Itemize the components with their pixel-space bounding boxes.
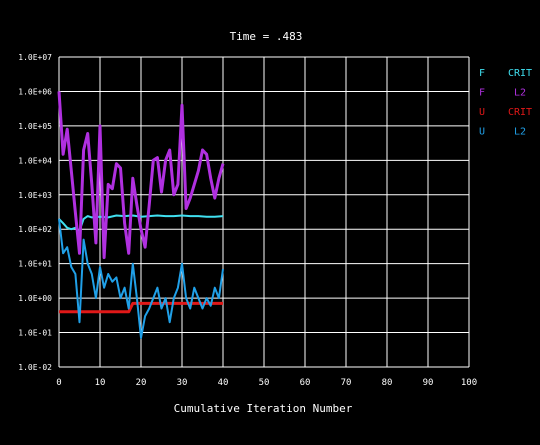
y-tick-label: 1.0E+07 — [18, 53, 52, 62]
y-tick-label: 1.0E+02 — [18, 225, 52, 234]
y-tick-label: 1.0E-02 — [18, 363, 52, 372]
series-line-u-crit — [59, 301, 223, 314]
y-tick-label: 1.0E+01 — [18, 260, 52, 269]
y-tick-label: 1.0E+03 — [18, 191, 52, 200]
x-tick-labels: 0 10 20 30 40 50 60 70 80 90 100 — [56, 378, 477, 388]
legend-variable: F — [479, 88, 485, 99]
y-tick-label: 1.0E+00 — [18, 294, 52, 303]
x-axis-label: Cumulative Iteration Number — [174, 402, 353, 415]
x-tick-label: 0 — [56, 378, 61, 388]
x-tick-label: 40 — [218, 378, 229, 388]
x-tick-label: 30 — [177, 378, 188, 388]
legend-variable: F — [479, 68, 485, 79]
x-tick-label: 100 — [461, 378, 477, 388]
chart-title: Time = .483 — [230, 30, 303, 43]
y-tick-labels: 1.0E-02 1.0E-01 1.0E+00 1.0E+01 1.0E+02 1.0E+… — [18, 53, 52, 372]
grid-lines — [58, 56, 470, 368]
y-tick-label: 1.0E+04 — [18, 156, 52, 165]
x-tick-label: 70 — [341, 378, 352, 388]
x-tick-label: 60 — [300, 378, 311, 388]
x-tick-label: 50 — [259, 378, 270, 388]
legend: F CRIT F L2 U CRIT U L2 — [479, 68, 532, 138]
y-tick-label: 1.0E-01 — [18, 329, 52, 338]
x-tick-label: 80 — [382, 378, 393, 388]
legend-norm: L2 — [514, 88, 526, 99]
legend-norm: L2 — [514, 127, 526, 138]
legend-variable: U — [479, 107, 485, 118]
y-tick-label: 1.0E+05 — [18, 122, 52, 131]
x-tick-label: 20 — [136, 378, 147, 388]
legend-norm: CRIT — [508, 107, 532, 118]
y-tick-label: 1.0E+06 — [18, 87, 52, 96]
series-line-u-l2 — [58, 218, 224, 339]
legend-norm: CRIT — [508, 68, 532, 79]
x-tick-label: 10 — [95, 378, 106, 388]
series-lines — [57, 91, 225, 339]
legend-variable: U — [479, 127, 485, 138]
series-line-f-l2 — [57, 91, 225, 260]
x-tick-label: 90 — [423, 378, 434, 388]
